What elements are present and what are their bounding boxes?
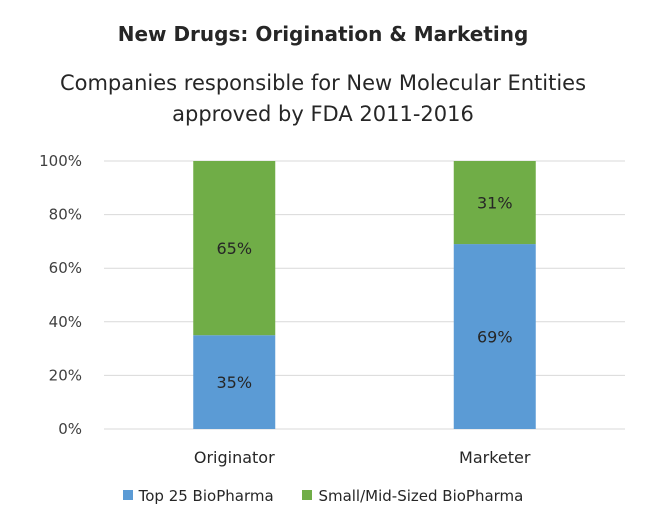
y-tick-label: 20% xyxy=(49,366,82,384)
legend-swatch-top25 xyxy=(122,490,133,500)
legend-item-small-mid: Small/Mid-Sized BioPharma xyxy=(302,487,523,505)
data-label: 35% xyxy=(216,373,252,392)
y-tick-label: 40% xyxy=(49,313,82,331)
bar-segment xyxy=(453,244,536,429)
data-label: 31% xyxy=(477,194,513,213)
data-label: 69% xyxy=(477,328,513,347)
y-tick-label: 60% xyxy=(49,259,82,277)
legend-label-small-mid: Small/Mid-Sized BioPharma xyxy=(318,486,524,505)
bar-segment xyxy=(193,161,276,336)
legend-item-top25: Top 25 BioPharma xyxy=(122,486,274,505)
y-tick-label: 80% xyxy=(49,206,82,224)
data-label: 65% xyxy=(216,239,252,258)
chart-subtitle-line-1: Companies responsible for New Molecular … xyxy=(59,71,587,95)
chart-subtitle-line-2: approved by FDA 2011-2016 xyxy=(172,102,474,126)
category-label: Marketer xyxy=(459,448,531,467)
bar-segment xyxy=(453,161,536,245)
stacked-bar-chart: 0% 20% 40% 60% 80% 100% 35% 65% Originator 69% 31%… xyxy=(39,152,625,467)
chart-title: New Drugs: Origination & Marketing xyxy=(117,22,529,46)
y-tick-label: 0% xyxy=(58,420,82,438)
legend: Top 25 BioPharma Small/Mid-Sized BioPhar… xyxy=(0,486,646,505)
chart-subtitle: Companies responsible for New Molecular … xyxy=(0,68,646,130)
legend-label-top25: Top 25 BioPharma xyxy=(138,486,274,505)
category-label: Originator xyxy=(194,448,275,467)
legend-swatch-small-mid xyxy=(302,490,313,500)
y-tick-label: 100% xyxy=(39,152,82,170)
bar-segment xyxy=(193,335,276,429)
